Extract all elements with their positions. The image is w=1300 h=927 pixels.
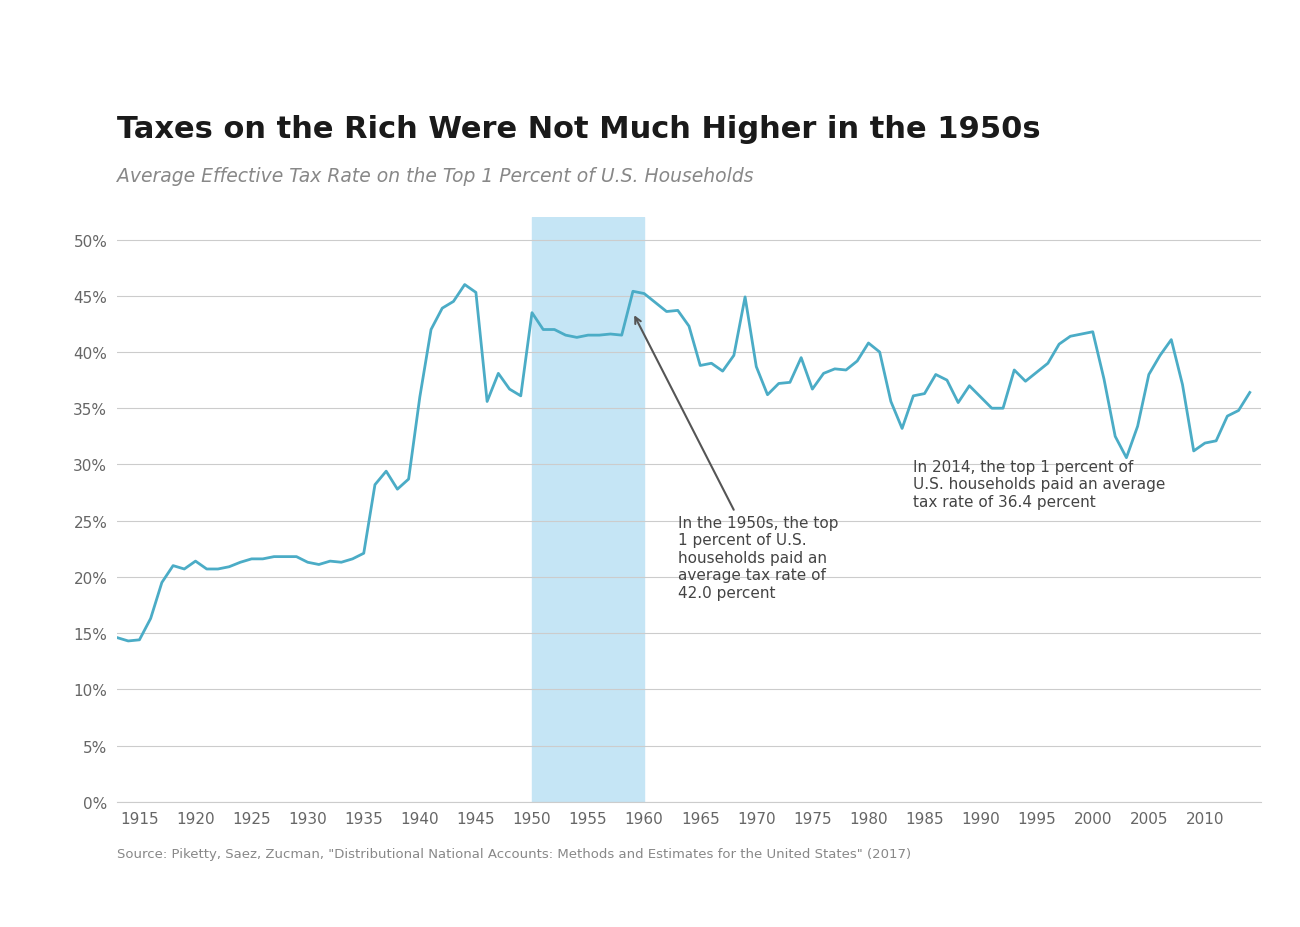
Bar (532, 218, 644, 802)
Text: Average Effective Tax Rate on the Top 1 Percent of U.S. Households: Average Effective Tax Rate on the Top 1 … (117, 167, 754, 185)
Text: In 2014, the top 1 percent of
U.S. households paid an average
tax rate of 36.4 p: In 2014, the top 1 percent of U.S. house… (914, 459, 1166, 509)
Text: In the 1950s, the top
1 percent of U.S.
households paid an
average tax rate of
4: In the 1950s, the top 1 percent of U.S. … (636, 318, 838, 600)
Text: @TaxFoundation: @TaxFoundation (1112, 889, 1271, 908)
Text: TAX FOUNDATION: TAX FOUNDATION (29, 889, 222, 908)
Text: Taxes on the Rich Were Not Much Higher in the 1950s: Taxes on the Rich Were Not Much Higher i… (117, 115, 1040, 144)
Text: Source: Piketty, Saez, Zucman, "Distributional National Accounts: Methods and Es: Source: Piketty, Saez, Zucman, "Distribu… (117, 847, 911, 860)
